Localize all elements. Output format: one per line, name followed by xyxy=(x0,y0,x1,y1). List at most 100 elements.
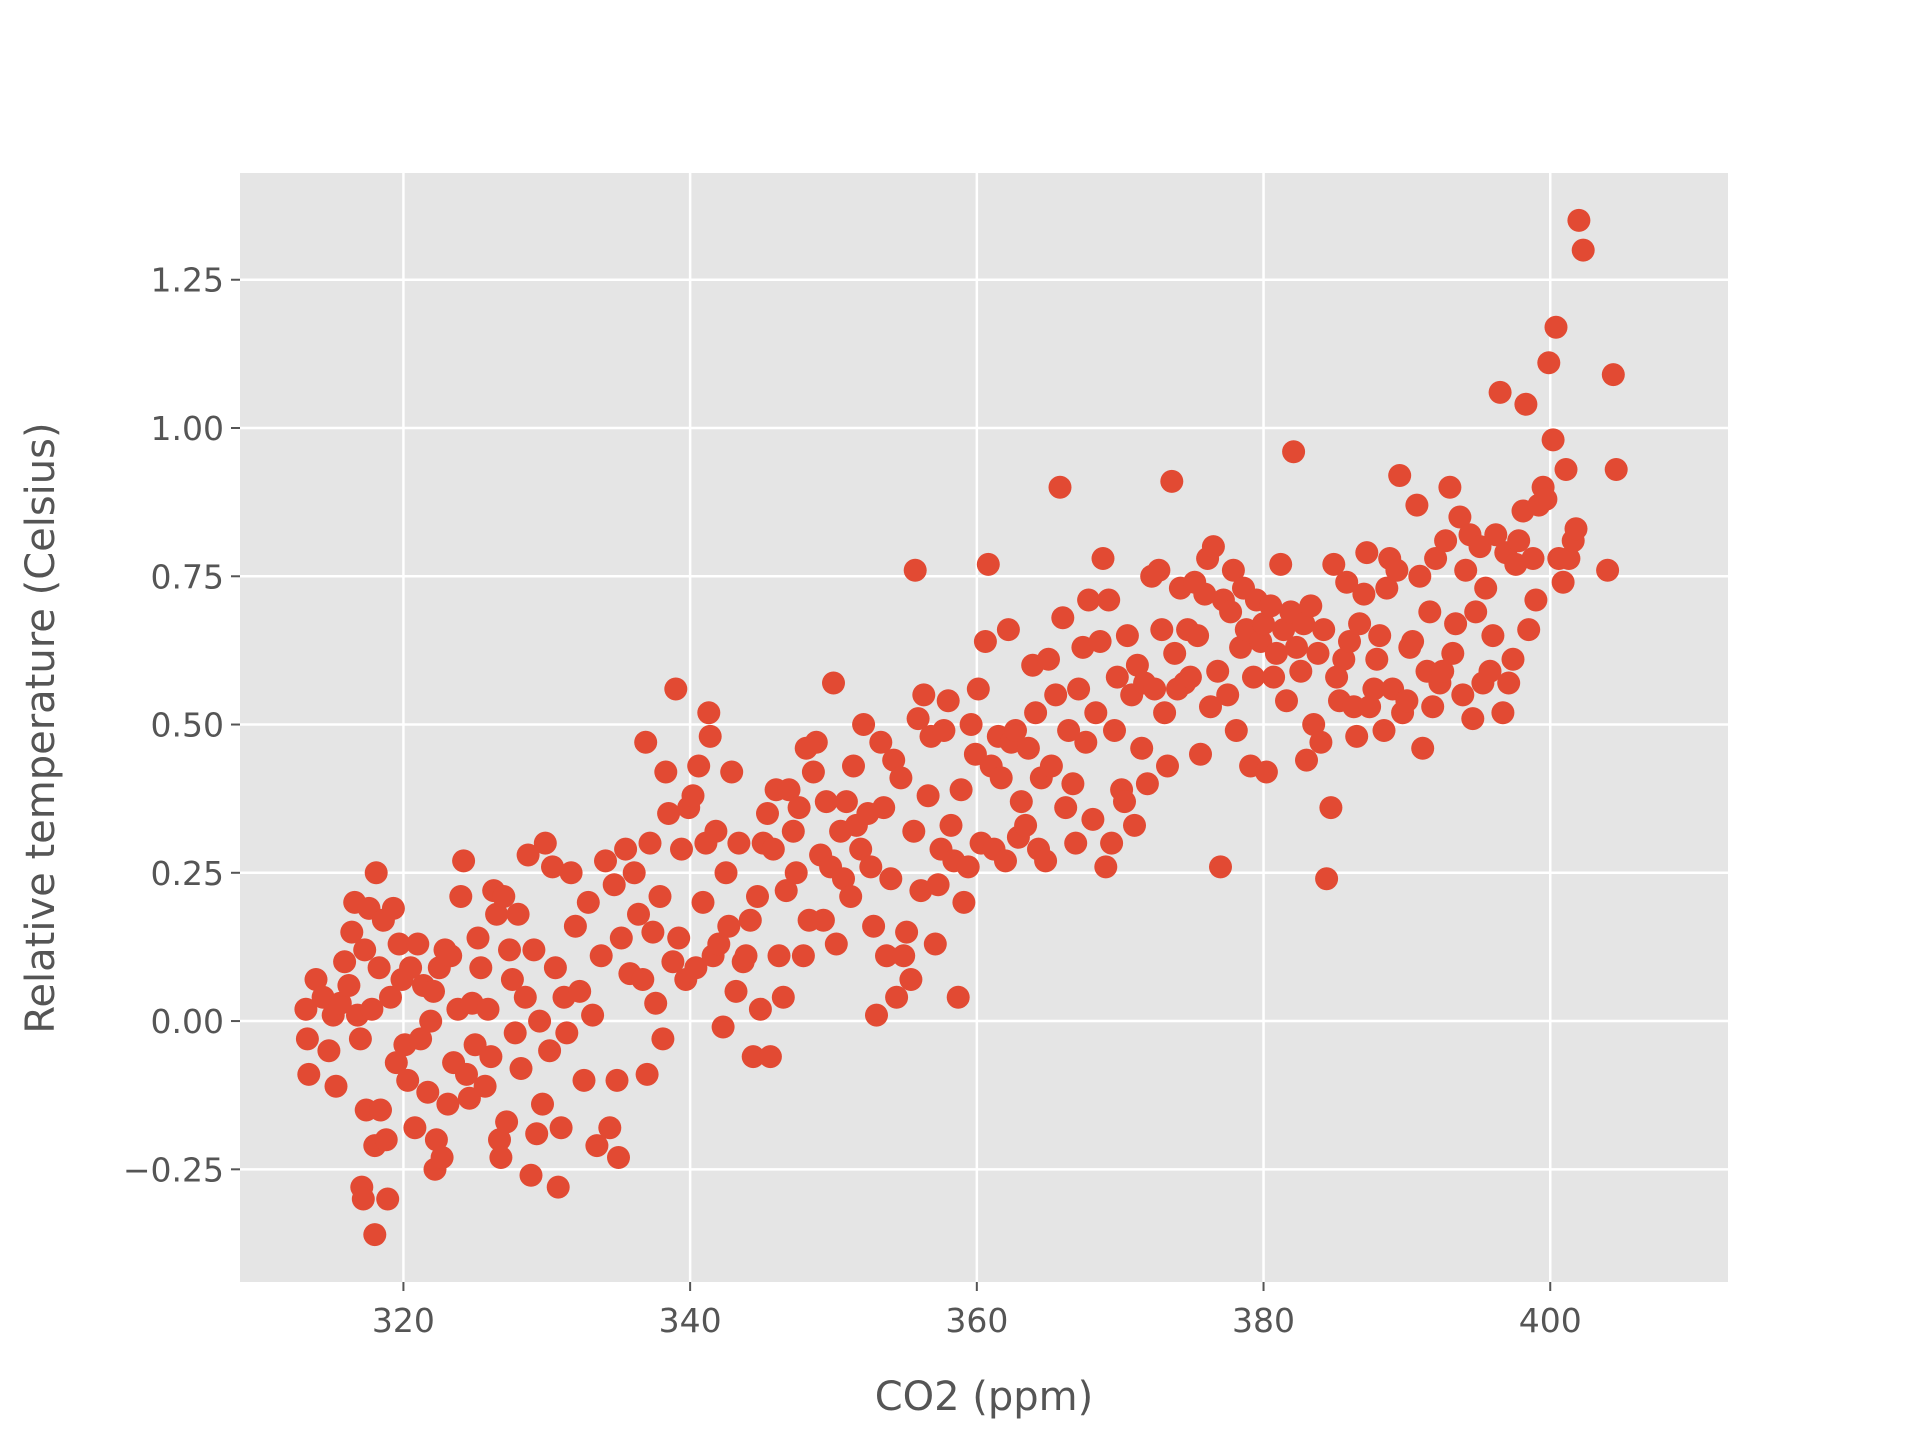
data-point xyxy=(1319,796,1343,820)
data-point xyxy=(559,861,583,885)
data-point xyxy=(1221,558,1245,582)
x-axis-label: CO2 (ppm) xyxy=(875,1374,1094,1420)
data-point xyxy=(627,902,650,926)
data-point xyxy=(1160,469,1184,493)
data-point xyxy=(1385,558,1409,582)
data-point xyxy=(1153,701,1177,725)
data-point xyxy=(994,849,1017,873)
data-point xyxy=(1464,600,1488,624)
data-point xyxy=(485,902,509,926)
data-point xyxy=(946,985,970,1009)
data-point xyxy=(865,1003,888,1027)
data-point xyxy=(1372,719,1396,742)
data-point xyxy=(1514,392,1538,416)
data-point xyxy=(614,837,638,861)
data-point xyxy=(1554,458,1578,481)
data-point xyxy=(1115,624,1139,648)
data-point xyxy=(1272,618,1296,642)
data-point xyxy=(473,1074,497,1098)
data-point xyxy=(1438,475,1462,499)
data-point xyxy=(1441,641,1465,665)
y-tick-label: 0.00 xyxy=(151,1002,224,1041)
data-point xyxy=(572,1068,596,1092)
data-point xyxy=(399,956,423,980)
data-point xyxy=(923,932,947,956)
data-point xyxy=(304,968,328,991)
data-point xyxy=(648,885,672,908)
data-point xyxy=(436,1092,460,1116)
data-point xyxy=(503,1021,527,1045)
data-point xyxy=(1009,790,1033,814)
data-point xyxy=(1481,624,1505,648)
data-point xyxy=(774,879,798,903)
data-point xyxy=(804,730,828,754)
data-point xyxy=(661,950,685,974)
data-point xyxy=(1491,701,1515,725)
data-point xyxy=(1014,813,1038,837)
data-point xyxy=(1604,458,1628,481)
data-point xyxy=(1312,618,1336,642)
data-point xyxy=(1299,594,1323,618)
data-point xyxy=(384,1051,408,1075)
data-point xyxy=(704,819,728,843)
data-point xyxy=(1488,380,1512,404)
x-tick-label: 380 xyxy=(1232,1301,1295,1340)
data-point xyxy=(875,944,898,968)
data-point xyxy=(1097,588,1121,612)
data-point xyxy=(1275,689,1298,713)
data-point xyxy=(546,1175,570,1199)
data-point xyxy=(996,618,1020,642)
data-point xyxy=(1189,742,1212,766)
data-point xyxy=(707,932,731,956)
data-point xyxy=(1224,719,1248,742)
data-point xyxy=(364,861,388,885)
data-point xyxy=(1186,624,1210,648)
data-point xyxy=(360,997,384,1021)
data-point xyxy=(1242,665,1265,689)
data-point xyxy=(522,938,546,962)
data-point xyxy=(1269,552,1293,576)
data-point xyxy=(631,968,655,991)
data-point xyxy=(727,831,751,855)
data-point xyxy=(1123,813,1146,837)
data-point xyxy=(538,1039,562,1063)
data-point xyxy=(1567,208,1591,232)
data-point xyxy=(1193,582,1217,606)
data-point xyxy=(519,1163,543,1187)
data-point xyxy=(622,861,646,885)
data-point xyxy=(1468,535,1492,559)
data-point xyxy=(525,1122,549,1146)
y-tick-label: 0.50 xyxy=(151,706,224,745)
data-point xyxy=(1571,238,1595,262)
data-point xyxy=(333,950,357,974)
data-point xyxy=(1219,600,1243,624)
data-point xyxy=(531,1092,554,1116)
data-point xyxy=(1448,505,1472,529)
data-point xyxy=(1395,689,1419,713)
data-point xyxy=(476,997,500,1021)
data-point xyxy=(1424,547,1448,570)
gridlines xyxy=(240,173,1728,1282)
data-point xyxy=(1081,807,1105,831)
data-point xyxy=(1365,647,1389,671)
data-point xyxy=(1461,707,1485,731)
data-point xyxy=(1048,475,1072,499)
data-point xyxy=(1074,730,1098,754)
data-point xyxy=(317,1039,341,1063)
data-point xyxy=(387,932,411,956)
data-point xyxy=(1451,683,1475,707)
data-point xyxy=(1125,653,1149,677)
y-tick-label: 0.75 xyxy=(151,557,224,596)
data-point xyxy=(949,778,973,802)
x-tick-label: 320 xyxy=(372,1301,435,1340)
x-tick-label: 340 xyxy=(659,1301,722,1340)
data-point xyxy=(509,1057,533,1080)
data-point xyxy=(842,754,865,778)
x-tick-label: 400 xyxy=(1519,1301,1582,1340)
data-point xyxy=(724,979,748,1003)
data-point xyxy=(1067,677,1091,701)
data-point xyxy=(756,802,779,825)
data-point xyxy=(1551,570,1575,594)
data-point xyxy=(495,1110,519,1134)
data-point xyxy=(814,790,838,814)
